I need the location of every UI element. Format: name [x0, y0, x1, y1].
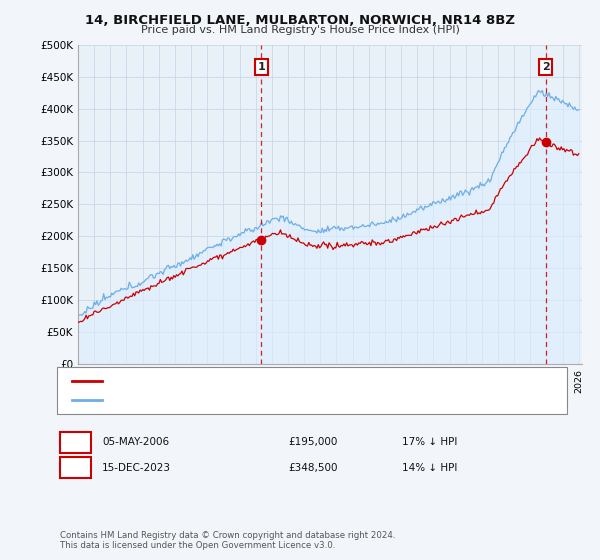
Text: £195,000: £195,000 — [288, 437, 337, 447]
Text: 2: 2 — [542, 62, 550, 72]
Text: HPI: Average price, detached house, South Norfolk: HPI: Average price, detached house, Sout… — [111, 395, 358, 405]
Text: 1: 1 — [257, 62, 265, 72]
Text: Price paid vs. HM Land Registry's House Price Index (HPI): Price paid vs. HM Land Registry's House … — [140, 25, 460, 35]
Text: 14% ↓ HPI: 14% ↓ HPI — [402, 463, 457, 473]
Text: 05-MAY-2006: 05-MAY-2006 — [102, 437, 169, 447]
Text: £348,500: £348,500 — [288, 463, 337, 473]
Text: 14, BIRCHFIELD LANE, MULBARTON, NORWICH, NR14 8BZ (detached house): 14, BIRCHFIELD LANE, MULBARTON, NORWICH,… — [111, 376, 483, 386]
Text: 17% ↓ HPI: 17% ↓ HPI — [402, 437, 457, 447]
Text: 1: 1 — [72, 437, 79, 447]
Text: 15-DEC-2023: 15-DEC-2023 — [102, 463, 171, 473]
Text: 14, BIRCHFIELD LANE, MULBARTON, NORWICH, NR14 8BZ: 14, BIRCHFIELD LANE, MULBARTON, NORWICH,… — [85, 14, 515, 27]
Text: Contains HM Land Registry data © Crown copyright and database right 2024.
This d: Contains HM Land Registry data © Crown c… — [60, 530, 395, 550]
Text: 2: 2 — [72, 463, 79, 473]
